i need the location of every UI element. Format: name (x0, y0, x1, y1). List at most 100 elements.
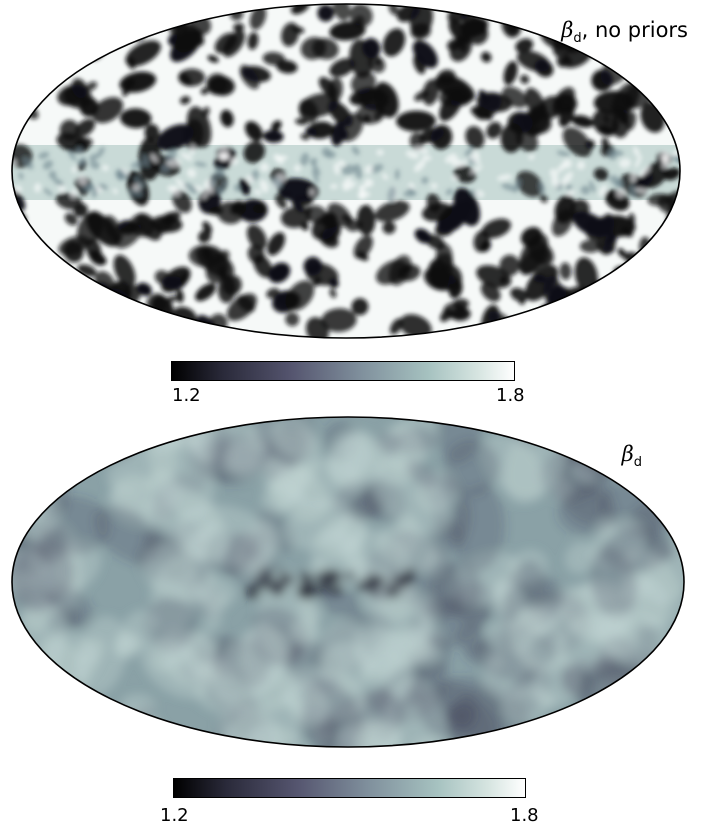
map-blob (639, 311, 670, 332)
map-blob (443, 439, 500, 497)
map-blob (510, 287, 528, 302)
map-blob (354, 163, 363, 180)
map-blob (318, 230, 339, 248)
map-blob (649, 259, 680, 279)
map-blob (576, 160, 586, 170)
map-blob (551, 209, 574, 237)
map-blob (321, 308, 357, 332)
map-blob (453, 165, 477, 183)
map-blob (57, 84, 88, 106)
map-blob (407, 187, 415, 195)
map-blob (231, 200, 247, 215)
map-blob (499, 276, 508, 284)
map-blob (64, 213, 78, 226)
map-blob (546, 725, 573, 747)
map-blob (127, 57, 136, 70)
map-blob (275, 194, 287, 209)
map-blob (526, 109, 551, 137)
map-title: βd (621, 442, 642, 471)
map-blob (55, 192, 83, 210)
map-blob (351, 146, 360, 156)
map-blob (321, 575, 333, 593)
map-blob (115, 168, 125, 179)
map-blob (440, 308, 453, 322)
map-blob (12, 465, 52, 499)
map-blob (241, 65, 271, 83)
map-blob (664, 236, 680, 265)
map-blob (190, 189, 198, 194)
map-blob (202, 106, 210, 117)
map-blob (75, 711, 111, 736)
map-blob (256, 566, 272, 588)
colorbar-min-label: 1.2 (172, 385, 201, 406)
map-blob (408, 182, 415, 190)
map-blob (176, 289, 184, 303)
map-blob (501, 183, 517, 191)
map-blob (370, 163, 384, 174)
map-blob (233, 184, 241, 192)
map-blob (629, 184, 637, 198)
map-blob (194, 185, 204, 192)
map-blob (469, 155, 481, 165)
map-blob (86, 298, 96, 307)
map-blob (593, 167, 609, 181)
map-blob (89, 160, 100, 170)
map-blob (366, 627, 431, 676)
map-blob (277, 568, 291, 585)
map-blob (211, 627, 291, 705)
map-blob (205, 73, 229, 95)
map-blob (175, 504, 279, 568)
map-blob (434, 74, 475, 103)
map-blob (637, 431, 677, 481)
map-blob (345, 569, 356, 581)
map-blob (354, 15, 365, 27)
map-blob (325, 151, 336, 159)
map-blob (150, 153, 159, 163)
map-blob (304, 206, 312, 214)
map-blob (166, 159, 182, 167)
map-blob (500, 123, 523, 153)
map-blob (12, 667, 68, 703)
map-blob (362, 114, 371, 124)
map-blob (51, 25, 62, 36)
map-blob (413, 54, 426, 75)
map-blob (430, 183, 438, 190)
map-blob (208, 188, 215, 194)
map-blob (133, 176, 140, 183)
map-blob (533, 19, 540, 28)
map-blob (319, 619, 365, 674)
map-blob (556, 150, 571, 157)
map-blob (636, 325, 644, 335)
map-blob (16, 306, 38, 328)
map-blob (316, 587, 362, 617)
map-blob (364, 686, 392, 712)
map-blob (663, 167, 680, 181)
map-blob (557, 489, 617, 536)
map-blob (602, 527, 673, 573)
map-blob (12, 241, 23, 253)
map-blob (247, 244, 265, 264)
map-blob (584, 315, 601, 338)
map-blob (300, 37, 327, 60)
map-blob (538, 181, 546, 195)
colorbar-max-label: 1.8 (510, 805, 539, 826)
map-blob (285, 312, 300, 327)
map-blob (656, 251, 679, 270)
map-blob (102, 164, 109, 172)
map-blob (12, 159, 17, 166)
map-blob (136, 282, 152, 296)
map-blob (451, 175, 459, 181)
map-blob (175, 178, 187, 190)
map-blob (209, 206, 223, 216)
map-blob (649, 78, 679, 101)
map-blob (312, 162, 321, 176)
map-blob (177, 320, 192, 337)
map-blob (525, 264, 558, 301)
map-blob (615, 189, 625, 198)
map-blob (92, 12, 113, 29)
map-blob (647, 193, 670, 207)
mollweide-map-with-priors (11, 416, 685, 748)
map-blob (409, 132, 425, 151)
map-blob (55, 276, 82, 301)
map-blob (119, 609, 157, 651)
